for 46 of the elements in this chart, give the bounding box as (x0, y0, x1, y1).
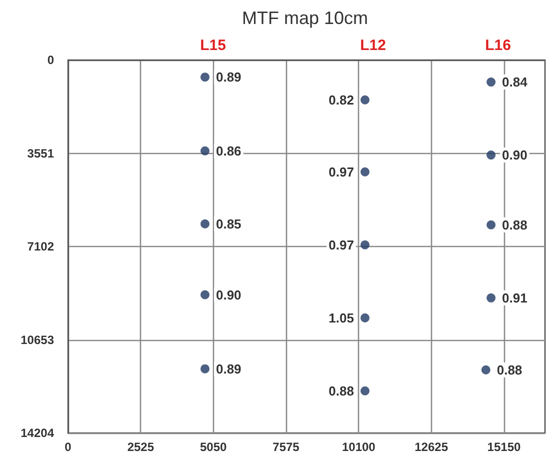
annotation: 0.97 (328, 164, 354, 180)
point (200, 146, 210, 156)
point (486, 150, 496, 160)
x-tick-label: 10100 (342, 440, 376, 454)
annotation: 0.88 (496, 362, 522, 378)
point (360, 386, 370, 396)
point (360, 313, 370, 322)
point (200, 72, 210, 82)
annotation: 1.05 (328, 310, 354, 326)
point (481, 365, 490, 374)
annotation: 0.85 (216, 216, 242, 232)
x-tick-label: 0 (64, 440, 72, 454)
point (360, 167, 370, 176)
annotation: 0.90 (502, 148, 528, 163)
point (200, 364, 210, 374)
point (200, 290, 210, 300)
x-tick-label: 5050 (200, 440, 227, 454)
annotation: 0.89 (216, 70, 242, 85)
x-tick-label: 15150 (487, 440, 521, 454)
chart-title: MTF map 10cm (242, 8, 368, 28)
y-tick-label: 3551 (27, 146, 54, 160)
y-tick-label: 0 (47, 53, 54, 67)
y-tick-label: 7102 (27, 240, 54, 254)
y-tick-label: 14204 (20, 426, 54, 440)
x-tick-label: 12625 (414, 440, 448, 454)
point (486, 220, 496, 230)
annotation: 0.84 (502, 74, 528, 90)
point (360, 240, 370, 250)
annotation: 0.88 (502, 217, 528, 232)
annotation: 0.97 (328, 237, 354, 252)
point (486, 78, 496, 87)
annotation: 0.89 (216, 361, 242, 376)
point (200, 219, 210, 228)
point (486, 293, 496, 302)
point (360, 95, 370, 104)
annotation: 0.91 (502, 290, 528, 306)
text: L16 (485, 37, 511, 54)
x-tick-label: 7575 (272, 440, 300, 454)
text: L12 (360, 37, 386, 54)
y-tick-label: 10653 (20, 332, 54, 347)
annotation: 0.88 (328, 383, 354, 398)
annotation: 0.86 (216, 143, 242, 158)
text: L15 (200, 37, 226, 54)
annotation: 0.90 (216, 287, 242, 302)
annotation: 0.82 (328, 92, 354, 108)
x-tick-label: 2525 (127, 440, 154, 454)
